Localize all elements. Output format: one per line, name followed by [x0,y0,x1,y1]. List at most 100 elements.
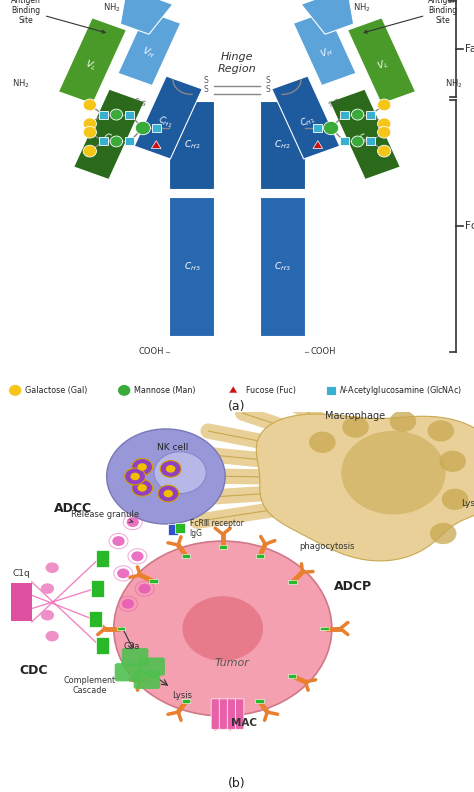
Text: Tumor: Tumor [215,657,250,668]
Circle shape [132,479,153,497]
Text: $C_L$: $C_L$ [357,131,373,147]
Circle shape [46,630,59,642]
Polygon shape [228,386,238,393]
Text: CDC: CDC [19,664,47,677]
Bar [175,524,185,533]
Circle shape [114,541,332,716]
Circle shape [83,145,97,157]
Circle shape [166,465,175,473]
Text: NH$_2$: NH$_2$ [445,78,462,90]
Circle shape [138,584,151,593]
Text: C3a: C3a [124,642,140,651]
Bar [255,554,264,558]
Polygon shape [313,141,323,149]
FancyBboxPatch shape [219,699,228,729]
Text: MAC: MAC [231,718,257,728]
FancyBboxPatch shape [122,648,148,666]
Circle shape [439,451,466,472]
Text: Antigen
Binding
Site: Antigen Binding Site [364,0,458,33]
Circle shape [164,489,173,497]
Bar [11,583,32,621]
Text: $V_L$: $V_L$ [375,57,391,73]
Text: $N$-Acetylglucosamine (GlcNAc): $N$-Acetylglucosamine (GlcNAc) [339,384,463,397]
Text: IgG: IgG [190,528,202,538]
Circle shape [137,484,147,492]
Polygon shape [151,141,161,149]
Text: phagocytosis: phagocytosis [299,543,355,551]
Text: Lysis: Lysis [173,691,192,699]
Circle shape [110,136,122,147]
Circle shape [342,417,369,438]
Bar [152,124,161,132]
FancyBboxPatch shape [115,663,141,681]
Circle shape [125,468,146,485]
Text: C1q: C1q [12,569,30,578]
Bar [340,138,349,146]
Circle shape [341,431,446,515]
Circle shape [137,463,147,470]
Text: Hinge
Region: Hinge Region [218,52,256,74]
Bar [96,638,109,654]
Polygon shape [134,76,202,159]
Text: Mannose (Man): Mannose (Man) [134,386,195,395]
Polygon shape [170,101,214,189]
Text: $V_L$: $V_L$ [83,57,99,73]
Bar [366,111,375,119]
Text: Galactose (Gal): Galactose (Gal) [25,386,87,395]
Circle shape [154,451,206,493]
Polygon shape [260,101,304,189]
Circle shape [130,473,140,480]
Bar [91,581,104,597]
Text: NK cell: NK cell [157,444,189,452]
Circle shape [378,145,391,157]
Text: $V_H$: $V_H$ [318,44,334,61]
Bar [219,545,227,549]
Circle shape [352,136,364,147]
Polygon shape [170,197,214,336]
Bar [182,699,191,703]
FancyBboxPatch shape [228,699,236,729]
Bar [125,138,134,146]
FancyBboxPatch shape [235,699,244,729]
Bar [288,580,297,584]
Polygon shape [260,197,304,336]
Polygon shape [73,89,145,180]
Text: Complement
Cascade: Complement Cascade [64,676,116,695]
Circle shape [136,121,151,135]
Circle shape [182,596,263,661]
Text: S: S [265,85,271,93]
Circle shape [127,517,139,527]
Circle shape [107,429,225,524]
Text: Lysosomes: Lysosomes [461,499,474,508]
Circle shape [131,551,144,562]
Text: S–S: S–S [328,97,341,108]
Bar [320,626,329,630]
Circle shape [428,421,454,441]
Text: ADCP: ADCP [334,581,372,593]
Text: NH$_2$: NH$_2$ [12,78,29,90]
Circle shape [378,99,391,111]
Bar [326,386,336,395]
Polygon shape [256,414,474,561]
Circle shape [309,432,336,453]
Polygon shape [118,11,181,86]
Circle shape [9,384,22,396]
Text: $C_{H3}$: $C_{H3}$ [184,261,200,272]
Text: NH$_2$: NH$_2$ [103,2,121,13]
Circle shape [83,99,97,111]
Circle shape [390,411,416,432]
Bar [117,626,125,630]
Text: S–S: S–S [133,97,146,108]
Polygon shape [293,11,356,86]
Text: $C_{H2}$: $C_{H2}$ [184,139,200,151]
Bar [168,524,178,535]
Bar [313,124,322,132]
Polygon shape [329,89,401,180]
Text: FcRⅢ receptor: FcRⅢ receptor [190,519,244,527]
FancyBboxPatch shape [134,671,160,689]
Text: Release granule: Release granule [71,510,139,523]
Text: $C_{H1}$: $C_{H1}$ [299,113,318,131]
Circle shape [352,109,364,120]
Text: ADCC: ADCC [55,502,92,516]
Polygon shape [58,17,127,104]
